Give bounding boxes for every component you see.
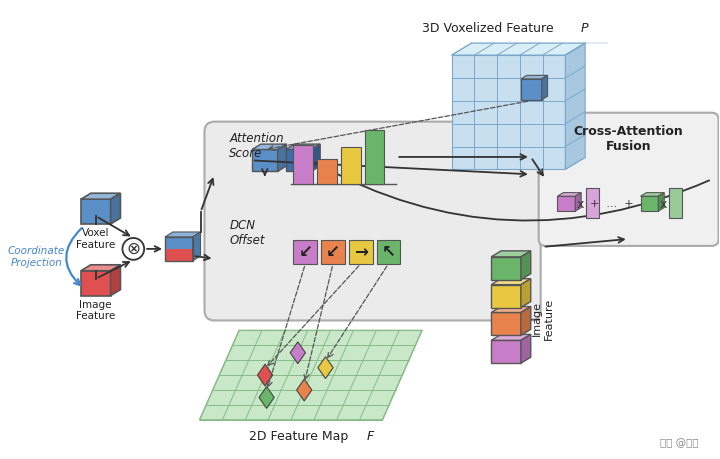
Polygon shape [311,144,320,171]
Bar [669,188,682,218]
Polygon shape [491,340,521,363]
Bar [321,240,345,264]
Polygon shape [199,330,422,420]
Polygon shape [541,75,548,100]
Polygon shape [557,193,581,196]
Text: ↙: ↙ [326,243,340,261]
Text: x: x [660,198,667,211]
Text: Image
Feature: Image Feature [76,300,115,321]
FancyBboxPatch shape [539,113,719,246]
Polygon shape [81,193,120,199]
Text: ↙: ↙ [298,243,312,261]
Polygon shape [521,79,541,100]
Text: Voxel
Feature: Voxel Feature [76,228,115,250]
FancyBboxPatch shape [204,122,541,320]
Text: 2D Feature Map: 2D Feature Map [249,430,353,443]
Polygon shape [521,307,531,336]
Polygon shape [557,196,575,211]
Bar [586,188,599,218]
Polygon shape [81,271,111,296]
Polygon shape [259,386,274,409]
Polygon shape [111,265,120,296]
Polygon shape [81,199,111,224]
Text: P: P [580,22,588,35]
Polygon shape [286,150,311,171]
Polygon shape [81,265,120,271]
Bar [294,145,313,184]
Bar [364,129,384,184]
Bar [349,240,372,264]
Text: Coordinate
Projection: Coordinate Projection [8,246,65,268]
Bar [294,240,318,264]
Polygon shape [575,193,581,211]
Bar [318,159,337,184]
Text: Image
Feature: Image Feature [532,298,554,340]
Polygon shape [297,379,312,401]
Polygon shape [111,193,120,224]
Polygon shape [641,193,665,196]
Polygon shape [252,144,287,150]
Polygon shape [491,313,521,336]
Text: 知乎 @黄浴: 知乎 @黄浴 [660,438,699,448]
Polygon shape [521,334,531,363]
Polygon shape [165,237,193,249]
Polygon shape [451,43,585,55]
Polygon shape [491,285,521,308]
Polygon shape [658,193,665,211]
Polygon shape [521,75,548,79]
Text: ↖: ↖ [382,243,395,261]
Polygon shape [165,249,193,261]
Text: 3D Voxelized Feature: 3D Voxelized Feature [422,22,557,35]
Polygon shape [491,257,521,280]
Circle shape [122,238,144,260]
Polygon shape [278,144,287,171]
Polygon shape [165,232,201,237]
Text: F: F [366,430,374,443]
Polygon shape [521,251,531,280]
Polygon shape [258,364,273,386]
Polygon shape [318,357,333,379]
Bar [377,240,400,264]
Polygon shape [491,334,531,340]
Text: ⊗: ⊗ [127,240,140,258]
Polygon shape [451,55,565,169]
Text: x: x [577,198,584,211]
Polygon shape [565,43,585,169]
Polygon shape [641,196,658,211]
Polygon shape [521,279,531,308]
Text: Cross-Attention
Fusion: Cross-Attention Fusion [574,125,683,153]
Polygon shape [193,232,201,261]
Text: →: → [354,243,368,261]
Bar [341,146,361,184]
Text: DCN
Offset: DCN Offset [229,219,265,247]
Polygon shape [491,279,531,285]
Polygon shape [491,307,531,313]
Polygon shape [252,150,278,171]
Text: +  ...  +: + ... + [590,199,634,209]
Polygon shape [286,144,320,150]
Polygon shape [290,342,305,364]
Polygon shape [491,251,531,257]
Text: Attention
Score: Attention Score [229,132,284,160]
